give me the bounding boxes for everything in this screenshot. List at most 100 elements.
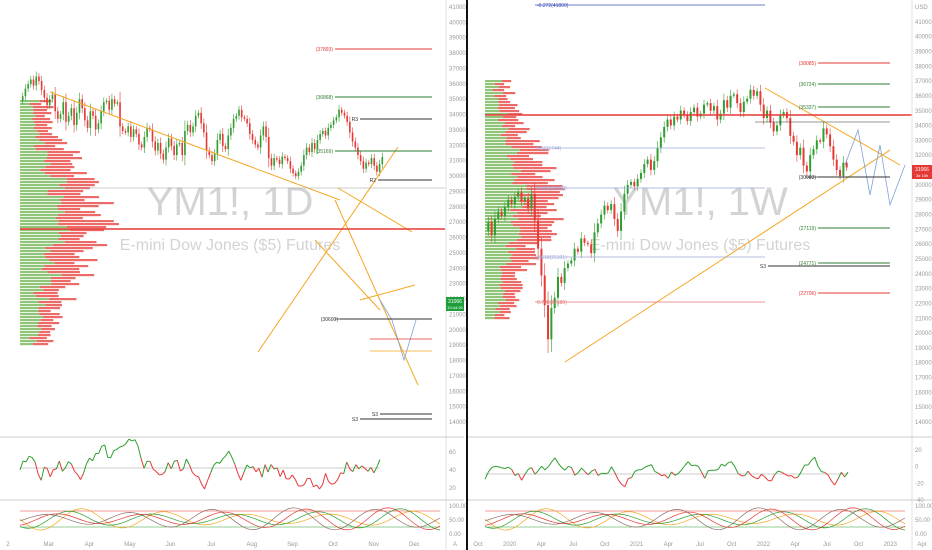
right-candle-body [762,104,765,119]
left-candle-body [157,143,159,151]
left-profile-sell [45,166,75,169]
left-candle-body [40,81,43,91]
right-profile-sell [513,167,557,170]
right-profile-buy [485,239,517,242]
left-profile-sell [47,190,84,193]
left-osc-segment [143,461,148,469]
right-stoch-tick: 50.00 [915,518,931,524]
left-x-tick: Oct [328,542,338,548]
left-osc-segment [64,461,69,469]
right-candle-body [673,116,676,126]
left-profile-sell [39,133,53,136]
right-osc-segment [587,470,592,476]
left-profile-buy [20,199,61,202]
right-stoch-tick: 100.00 [915,504,932,510]
left-y-tick: 35000 [449,97,466,103]
left-candle-body [349,121,351,133]
left-osc-segment [331,482,335,485]
left-level-label: S3 [352,417,358,423]
left-candle-body [219,133,221,140]
left-candle-body [257,144,259,148]
right-profile-buy [485,257,511,260]
left-y-tick: 27000 [449,220,466,226]
left-profile-sell [34,145,56,148]
right-candle-body [547,305,550,340]
left-candle-body [251,133,254,140]
right-profile-buy [485,209,511,212]
left-osc-segment [137,445,142,459]
right-profile-sell [503,293,515,296]
right-candle-body [739,103,742,113]
right-downtrend-line [764,87,901,166]
left-profile-buy [20,133,40,136]
right-candle-body [799,147,802,156]
right-profile-buy [485,119,499,122]
right-y-tick: 34000 [915,124,932,130]
left-y-tick: 36000 [449,82,466,88]
left-profile-buy [20,175,51,178]
left-osc-segment [355,464,360,470]
left-y-tick: 31000 [449,159,466,165]
right-osc-segment [724,462,729,467]
left-candle-body [73,108,75,125]
right-osc-segment [791,475,796,479]
right-y-tick: 32000 [915,153,932,159]
left-profile-buy [20,244,53,247]
left-profile-sell [37,334,51,337]
right-profile-buy [485,203,524,206]
left-candle-body [243,117,246,119]
right-candle-body [603,205,606,215]
right-profile-buy [485,101,499,104]
right-profile-sell [498,86,511,89]
left-candle-body [319,133,321,140]
left-profile-buy [20,190,48,193]
left-profile-buy [20,127,34,130]
right-candle-body [772,122,775,132]
left-osc-segment [192,472,196,477]
right-x-tick: Apr [664,542,673,548]
right-y-tick: 18000 [915,361,932,367]
left-profile-sell [70,229,105,232]
right-candle-body [659,137,662,148]
right-osc-segment [751,475,756,479]
left-candle-body [111,99,113,110]
right-osc-segment [591,468,596,472]
left-profile-buy [20,217,56,220]
right-profile-buy [485,233,519,236]
right-candle-body [693,107,696,113]
left-osc-segment [225,450,230,457]
left-stochastic [19,507,441,531]
left-osc-segment [37,473,42,481]
right-profile-sell [526,188,565,191]
right-profile-buy [485,146,512,149]
left-osc-segment [309,478,314,488]
right-profile-buy [485,299,506,302]
left-osc-segment [40,467,45,481]
left-profile-sell [32,343,49,346]
left-profile-sell [55,217,83,220]
left-profile-buy [20,121,35,124]
left-profile-buy [20,208,59,211]
right-y-tick: 36000 [915,94,932,100]
left-profile-sell [56,205,99,208]
right-profile-sell [498,101,511,104]
left-osc-segment [134,439,139,447]
right-profile-sell [521,170,551,173]
right-profile-sell [516,194,563,197]
left-profile-sell [50,175,75,178]
right-profile-buy [485,185,527,188]
left-profile-sell [39,313,60,316]
right-y-tick: 41000 [915,20,932,26]
right-candle-body [829,134,832,147]
right-y-tick: 38000 [915,64,932,70]
left-osc-segment [246,464,251,469]
right-profile-sell [514,179,555,182]
right-candle-body [752,89,755,96]
left-profile-buy [20,247,46,250]
left-osc-segment [198,476,202,485]
right-osc-segment [561,467,566,471]
left-osc-segment [204,480,209,490]
left-osc-segment [213,461,218,466]
left-osc-segment [255,468,260,473]
right-osc-segment [681,465,686,471]
